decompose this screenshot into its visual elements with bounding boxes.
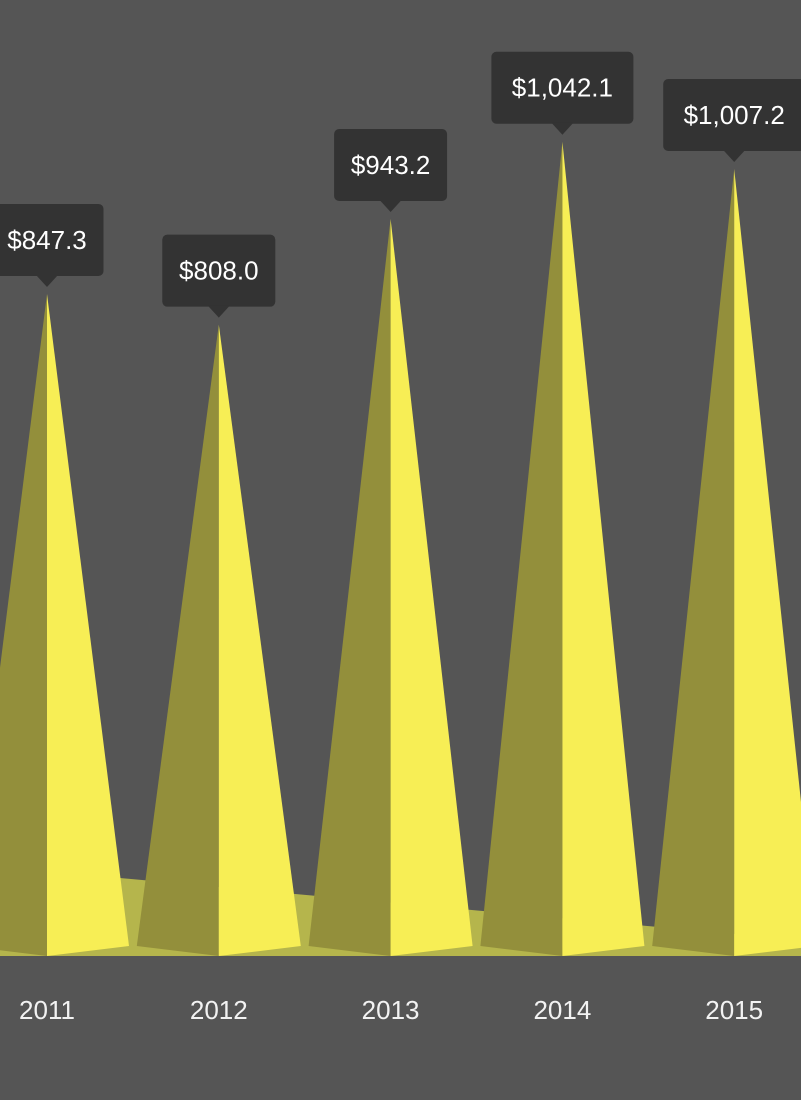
data-label-pointer bbox=[379, 200, 402, 213]
data-label-2015: $1,007.2 bbox=[663, 79, 801, 163]
x-axis-ticks: 2011 2012 2013 2014 2015 bbox=[19, 995, 763, 1025]
data-label-box bbox=[334, 129, 448, 202]
pyramid-right-face bbox=[218, 324, 301, 956]
pyramid-bar-2013 bbox=[308, 219, 473, 956]
data-label-box bbox=[0, 203, 104, 276]
pyramid-right-face bbox=[47, 293, 129, 956]
pyramid-bar-2014 bbox=[480, 141, 645, 957]
bars-layer bbox=[0, 141, 801, 957]
pyramid-bar-2011 bbox=[0, 293, 129, 956]
data-label-value: $1,042.1 bbox=[512, 73, 613, 103]
x-tick-label: 2015 bbox=[705, 995, 763, 1025]
x-tick-label: 2011 bbox=[19, 995, 75, 1025]
pyramid-left-face bbox=[136, 324, 219, 956]
pyramid-left-face bbox=[308, 219, 391, 956]
data-label-value: $943.2 bbox=[351, 150, 431, 180]
data-label-value: $847.3 bbox=[7, 225, 87, 255]
data-label-box bbox=[162, 234, 276, 307]
data-label-value: $808.0 bbox=[179, 256, 259, 286]
data-label-2012: $808.0 bbox=[162, 234, 276, 318]
pyramid-bar-2012 bbox=[136, 324, 301, 956]
data-label-2011: $847.3 bbox=[0, 203, 104, 287]
pyramid-right-face bbox=[390, 219, 473, 956]
data-labels-layer: $847.3 $808.0 $943.2 $1,042.1 $1,007.2 bbox=[0, 51, 801, 318]
data-label-box bbox=[491, 51, 634, 124]
data-label-2013: $943.2 bbox=[334, 129, 448, 213]
data-label-pointer bbox=[207, 305, 230, 318]
pyramid-left-face bbox=[0, 293, 47, 956]
pyramid-left-face bbox=[480, 141, 563, 957]
data-label-pointer bbox=[723, 150, 746, 163]
x-tick-label: 2014 bbox=[533, 995, 591, 1025]
data-label-2014: $1,042.1 bbox=[491, 51, 634, 135]
pyramid-left-face bbox=[652, 169, 735, 956]
data-label-pointer bbox=[36, 274, 58, 287]
pyramid-bar-2015 bbox=[652, 169, 801, 956]
pyramid-right-face bbox=[562, 141, 645, 957]
x-tick-label: 2012 bbox=[190, 995, 248, 1025]
x-tick-label: 2013 bbox=[362, 995, 420, 1025]
data-label-box bbox=[663, 79, 801, 152]
data-label-value: $1,007.2 bbox=[684, 100, 785, 130]
data-label-pointer bbox=[551, 122, 574, 135]
pyramid-right-face bbox=[734, 169, 801, 956]
